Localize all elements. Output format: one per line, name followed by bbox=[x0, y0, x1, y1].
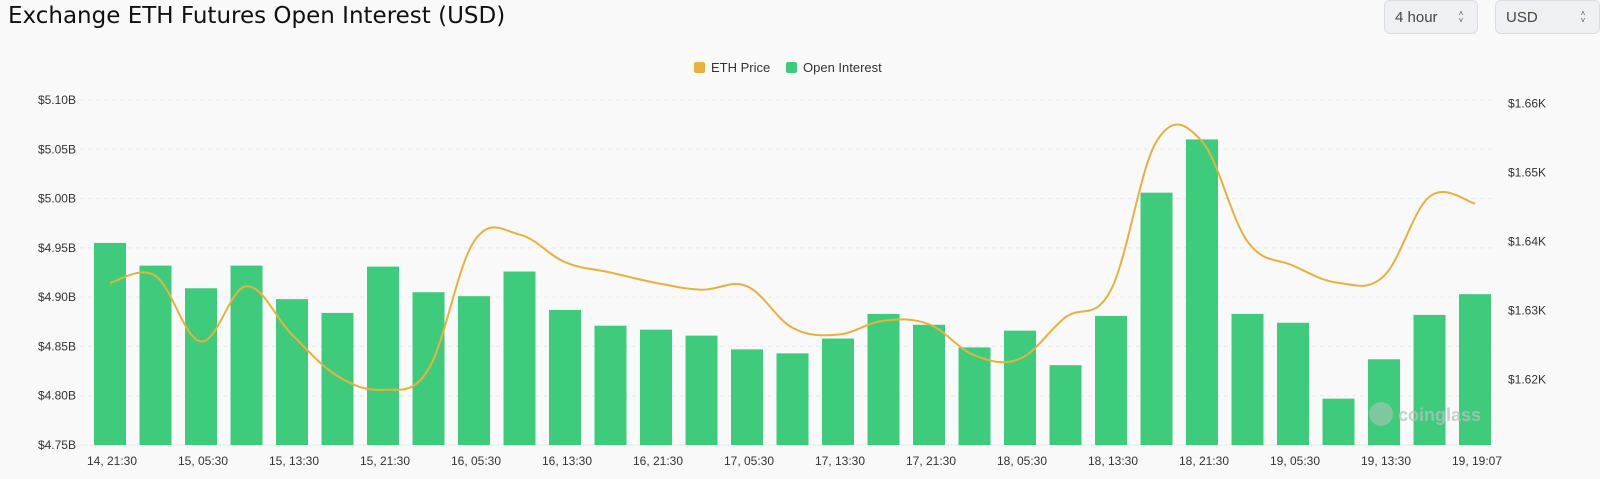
open-interest-bar bbox=[1004, 330, 1036, 445]
x-tick-label: 17, 21:30 bbox=[906, 454, 956, 468]
watermark-text: coinglass bbox=[1398, 405, 1481, 425]
open-interest-bar bbox=[230, 265, 263, 445]
y-right-tick-label: $1.63K bbox=[1508, 303, 1546, 317]
open-interest-bar bbox=[685, 335, 718, 445]
x-tick-label: 16, 13:30 bbox=[542, 454, 592, 468]
x-tick-label: 17, 13:30 bbox=[815, 454, 865, 468]
y-right-tick-label: $1.65K bbox=[1508, 165, 1546, 179]
open-interest-bar bbox=[867, 313, 900, 445]
legend-item: Open Interest bbox=[786, 60, 882, 75]
page-title: Exchange ETH Futures Open Interest (USD) bbox=[8, 3, 506, 29]
x-tick-label: 14, 21:30 bbox=[87, 454, 137, 468]
up-down-chevron-icon: ˄ ˅ bbox=[1580, 9, 1586, 25]
open-interest-bar bbox=[1231, 313, 1264, 445]
legend-item: ETH Price bbox=[694, 60, 770, 75]
open-interest-bar bbox=[822, 338, 854, 445]
y-right-tick-label: $1.64K bbox=[1508, 234, 1546, 248]
x-tick-label: 16, 21:30 bbox=[633, 454, 683, 468]
open-interest-bar bbox=[640, 329, 672, 445]
open-interest-bar bbox=[321, 312, 354, 445]
y-left-tick-label: $5.00B bbox=[38, 192, 76, 206]
open-interest-bar bbox=[1095, 315, 1127, 445]
x-tick-label: 19, 05:30 bbox=[1270, 454, 1320, 468]
open-interest-bar bbox=[958, 347, 991, 445]
chart-header: Exchange ETH Futures Open Interest (USD)… bbox=[0, 0, 1600, 40]
y-right-tick-label: $1.62K bbox=[1508, 372, 1546, 386]
interval-select[interactable]: 4 hour ˄ ˅ bbox=[1384, 0, 1478, 34]
open-interest-bar bbox=[1322, 398, 1355, 445]
x-tick-label: 18, 13:30 bbox=[1088, 454, 1138, 468]
y-left-tick-label: $4.95B bbox=[38, 241, 76, 255]
x-tick-label: 17, 05:30 bbox=[724, 454, 774, 468]
eth-price-line bbox=[109, 123, 1476, 391]
legend: ETH Price Open Interest bbox=[694, 60, 882, 75]
open-interest-bar bbox=[503, 271, 536, 445]
x-tick-label: 15, 05:30 bbox=[178, 454, 228, 468]
open-interest-bar bbox=[913, 324, 945, 445]
open-interest-bar bbox=[94, 242, 126, 445]
watermark: coinglass bbox=[1369, 402, 1481, 426]
open-interest-bar bbox=[1413, 314, 1446, 445]
open-interest-bar bbox=[776, 353, 809, 445]
open-interest-bar bbox=[139, 265, 172, 445]
x-tick-label: 15, 21:30 bbox=[360, 454, 410, 468]
legend-swatch bbox=[694, 62, 705, 73]
unit-select[interactable]: USD ˄ ˅ bbox=[1495, 0, 1600, 34]
open-interest-bar bbox=[1459, 294, 1491, 445]
y-left-tick-label: $4.90B bbox=[38, 290, 76, 304]
x-tick-label: 19, 13:30 bbox=[1361, 454, 1411, 468]
open-interest-bar bbox=[367, 266, 399, 445]
open-interest-bar bbox=[1049, 365, 1082, 445]
legend-label: ETH Price bbox=[711, 60, 770, 75]
legend-swatch bbox=[786, 62, 797, 73]
y-left-tick-label: $5.05B bbox=[38, 142, 76, 156]
up-down-chevron-icon: ˄ ˅ bbox=[1458, 9, 1464, 25]
x-tick-label: 19, 19:07 bbox=[1452, 454, 1502, 468]
open-interest-bar bbox=[1368, 359, 1400, 445]
y-right-tick-label: $1.66K bbox=[1508, 96, 1546, 110]
y-left-tick-label: $5.10B bbox=[38, 93, 76, 107]
open-interest-bar bbox=[549, 309, 581, 445]
open-interest-bar bbox=[594, 325, 627, 445]
open-interest-bar bbox=[276, 299, 308, 445]
open-interest-bar bbox=[731, 349, 763, 445]
open-interest-bar bbox=[458, 296, 490, 445]
y-left-tick-label: $4.85B bbox=[38, 339, 76, 353]
y-left-tick-label: $4.80B bbox=[38, 389, 76, 403]
open-interest-bar bbox=[1186, 139, 1218, 445]
legend-label: Open Interest bbox=[803, 60, 882, 75]
unit-select-value: USD bbox=[1506, 8, 1538, 26]
coinglass-logo bbox=[1369, 402, 1393, 426]
interval-select-value: 4 hour bbox=[1395, 8, 1438, 26]
open-interest-bar bbox=[1140, 192, 1173, 445]
y-left-tick-label: $4.75B bbox=[38, 438, 76, 452]
x-tick-label: 15, 13:30 bbox=[269, 454, 319, 468]
open-interest-bar bbox=[1277, 322, 1309, 445]
x-tick-label: 18, 05:30 bbox=[997, 454, 1047, 468]
open-interest-bar bbox=[185, 288, 217, 445]
x-tick-label: 16, 05:30 bbox=[451, 454, 501, 468]
x-tick-label: 18, 21:30 bbox=[1179, 454, 1229, 468]
